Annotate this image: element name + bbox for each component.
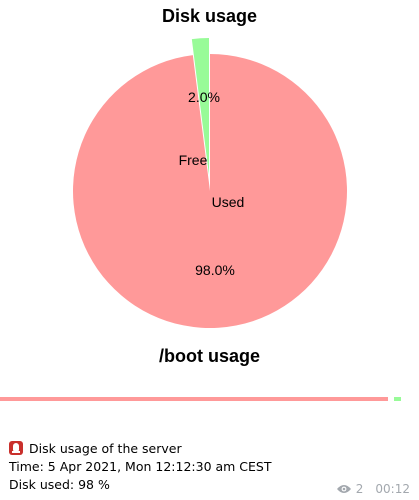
eye-icon [336, 485, 351, 493]
caption-title-line: Disk usage of the server [9, 440, 272, 458]
chart-title-disk-usage: Disk usage [161, 6, 258, 26]
message-time: 00:12 [375, 482, 410, 496]
disk-usage-pie: Free 2.0% Used 98.0% [72, 38, 348, 328]
message-meta: 2 00:12 [336, 482, 410, 496]
disk-usage-chart-image[interactable]: Disk usage Free 2.0% Used 98.0% /boot usage [0, 0, 419, 404]
chart-title-boot-usage: /boot usage [158, 346, 260, 366]
caption-time: Time: 5 Apr 2021, Mon 12:12:30 am CEST [9, 459, 272, 474]
pie-label-used: Used [212, 194, 245, 210]
boot-usage-chart-partial-free [394, 397, 401, 401]
pie-pct-used: 98.0% [195, 262, 235, 278]
caption-disk-used: Disk used: 98 % [9, 477, 110, 492]
pie-label-free: Free [179, 152, 208, 168]
pie-slice-used [72, 54, 348, 328]
caption-title: Disk usage of the server [29, 441, 182, 456]
pie-pct-free: 2.0% [188, 89, 220, 105]
boot-usage-chart-partial [0, 397, 388, 401]
message-caption: Disk usage of the server Time: 5 Apr 202… [9, 440, 272, 494]
pie-slice-free [191, 38, 209, 176]
siren-icon [9, 441, 23, 455]
view-count: 2 [355, 482, 364, 496]
